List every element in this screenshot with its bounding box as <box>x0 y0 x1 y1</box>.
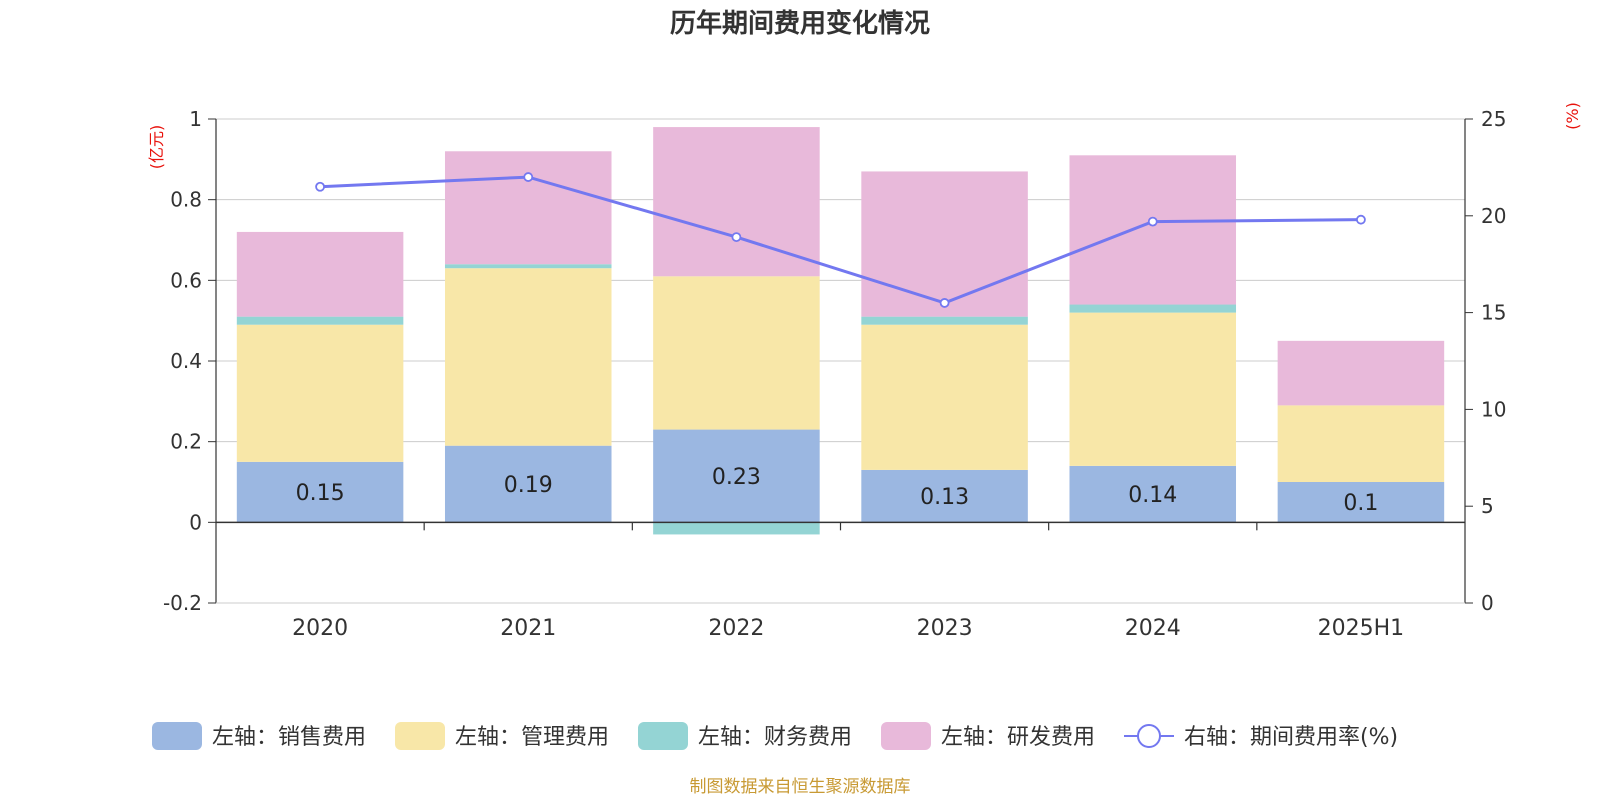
bar-segment-2 <box>653 276 820 430</box>
bar-segment-2 <box>1069 312 1237 466</box>
x-tick-label: 2024 <box>1125 616 1181 641</box>
bar-segment-4 <box>861 171 1028 317</box>
bar-segment-1 <box>1069 465 1237 523</box>
right-tick-label: 0 <box>1481 591 1494 615</box>
left-tick-label: 0.8 <box>170 188 202 212</box>
right-tick-label: 10 <box>1481 397 1506 421</box>
legend: 左轴：销售费用 左轴：管理费用 左轴：财务费用 左轴：研发费用 右轴：期间费用率(%) <box>152 722 1398 750</box>
legend-label: 左轴：财务费用 <box>698 725 852 750</box>
right-axis-unit: (%) <box>1563 102 1582 130</box>
chart-title: 历年期间费用变化情况 <box>670 8 930 39</box>
legend-marker <box>1137 724 1161 748</box>
rate-point <box>315 181 325 192</box>
bar-segment-2 <box>861 324 1028 470</box>
source-note: 制图数据来自恒生聚源数据库 <box>690 777 911 797</box>
bar-segment-1 <box>236 461 404 523</box>
rate-point <box>731 232 742 242</box>
bar-segment-1 <box>861 469 1028 523</box>
rate-line <box>315 172 1366 308</box>
bar-segment-2 <box>444 268 612 446</box>
x-tick-label: 2022 <box>708 616 764 641</box>
x-tick-label: 2025H1 <box>1318 616 1405 641</box>
data-label: 0.1 <box>1343 491 1378 516</box>
bar-segment-1 <box>444 445 612 523</box>
rate-point <box>1147 216 1158 227</box>
right-tick-label: 5 <box>1481 494 1494 518</box>
left-tick-label: 0 <box>189 510 202 534</box>
data-label: 0.15 <box>296 481 345 506</box>
right-tick-label: 25 <box>1481 107 1506 131</box>
bar-segment-3 <box>861 316 1028 325</box>
data-label: 0.14 <box>1128 483 1177 508</box>
rate-point <box>939 298 950 308</box>
bar-segment-1 <box>1277 482 1445 523</box>
left-tick-label: 0.2 <box>170 430 202 454</box>
bar-segment-2 <box>1277 405 1445 482</box>
legend-label: 右轴：期间费用率(%) <box>1184 725 1398 750</box>
bar-segment-3 <box>236 316 404 325</box>
data-label: 0.19 <box>504 473 553 498</box>
left-tick-label: -0.2 <box>163 591 202 615</box>
legend-label: 左轴：管理费用 <box>455 725 609 750</box>
legend-label: 左轴：销售费用 <box>212 725 366 750</box>
right-tick-label: 15 <box>1481 301 1506 325</box>
bar-segment-1 <box>653 429 820 523</box>
data-label: 0.13 <box>920 485 969 510</box>
bar-segment-3 <box>1069 304 1237 313</box>
bar-segment-4 <box>444 151 612 265</box>
legend-swatch <box>152 722 202 750</box>
x-tick-label: 2023 <box>917 616 973 641</box>
x-tick-label: 2020 <box>292 616 348 641</box>
bar-segment-4 <box>1069 155 1237 305</box>
legend-swatch <box>395 722 445 750</box>
bar-segment-2 <box>236 324 404 462</box>
legend-swatch <box>638 722 688 750</box>
bar-segment-3 <box>444 264 612 269</box>
right-tick-label: 20 <box>1481 204 1506 228</box>
bar-segment-4 <box>1277 340 1445 406</box>
bar-segment-4 <box>653 127 820 277</box>
data-label: 0.23 <box>712 465 761 490</box>
bars <box>236 127 1445 535</box>
left-tick-label: 1 <box>189 107 202 131</box>
left-axis-unit: (亿元) <box>147 125 166 170</box>
left-tick-label: 0.6 <box>170 268 202 292</box>
x-tick-label: 2021 <box>500 616 556 641</box>
rate-point <box>523 172 534 182</box>
data-labels: 0.15 0.19 0.23 0.13 0.14 0.1 <box>296 465 1379 516</box>
left-tick-label: 0.4 <box>170 349 202 373</box>
legend-swatch <box>881 722 931 750</box>
bar-segment-4 <box>236 231 404 317</box>
legend-label: 左轴：研发费用 <box>941 725 1095 750</box>
rate-line-path <box>320 175 1361 305</box>
rate-point <box>1356 214 1366 225</box>
bar-segment-3 <box>653 522 820 535</box>
